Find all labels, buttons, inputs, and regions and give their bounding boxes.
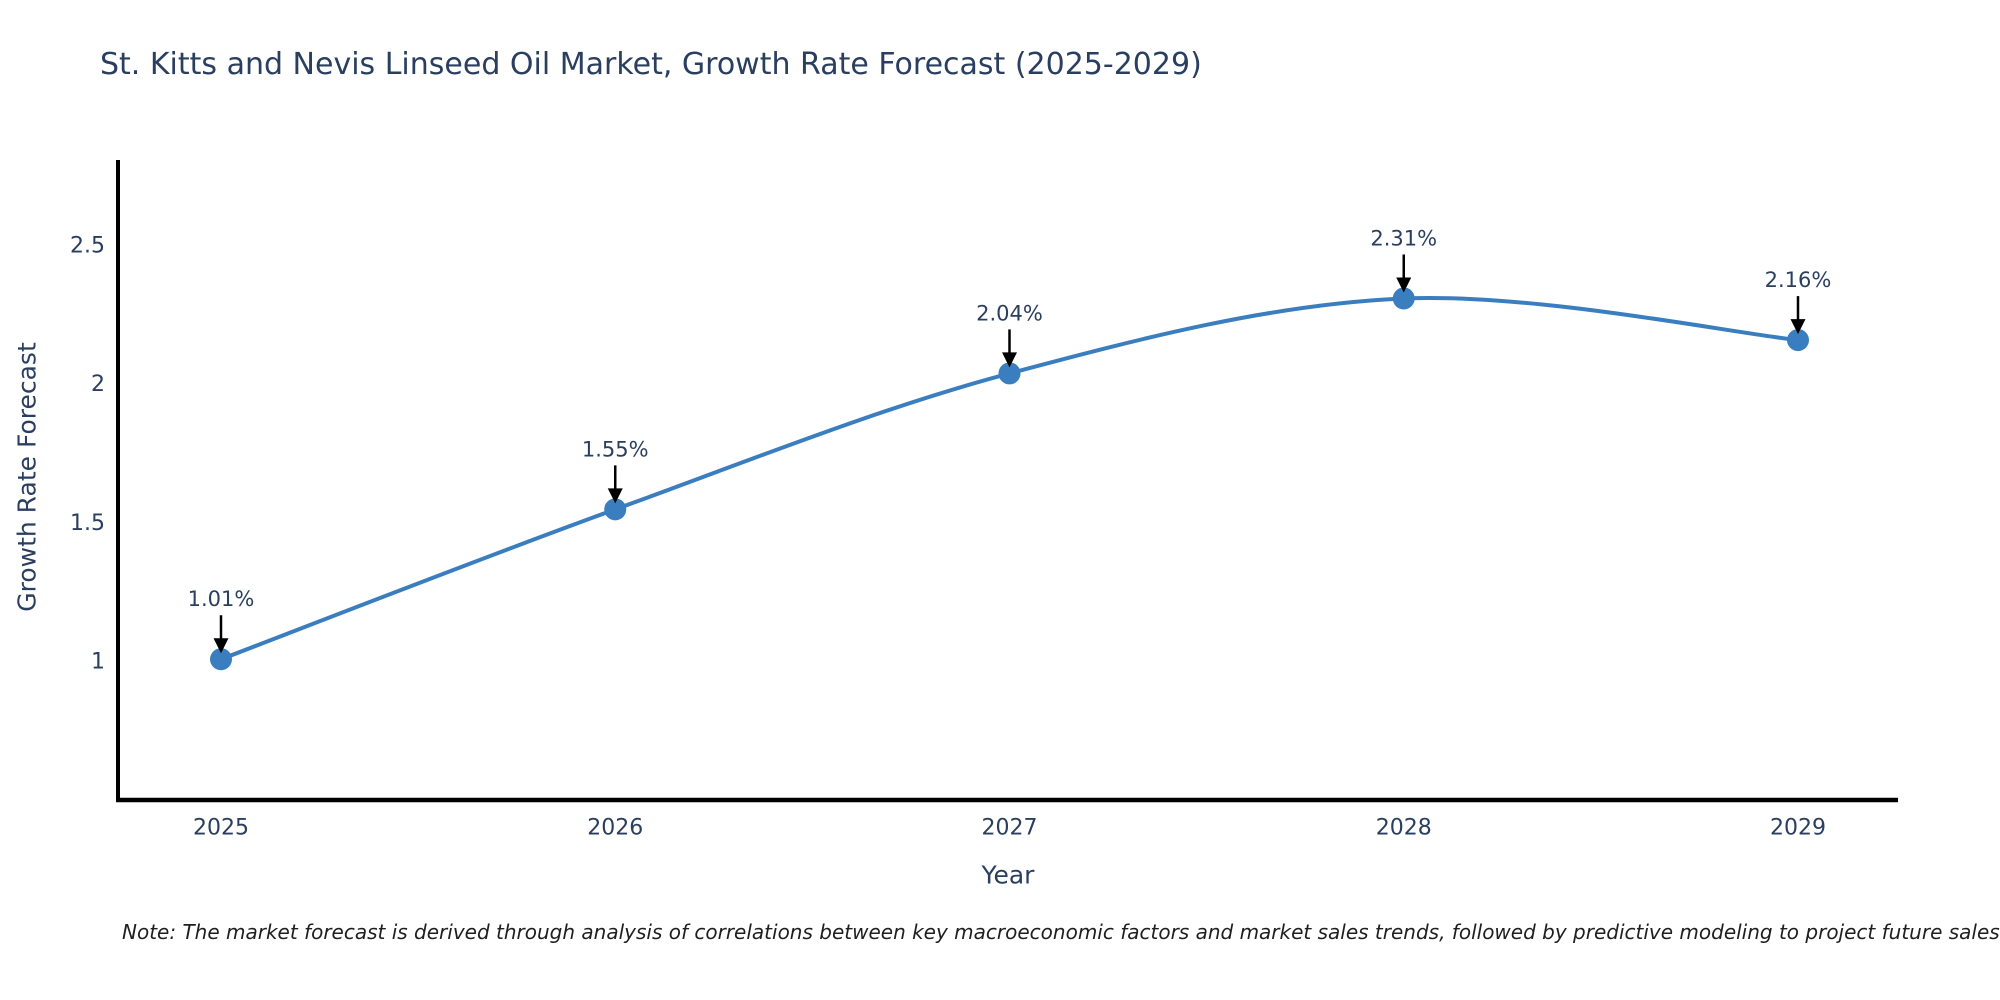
chart-title: St. Kitts and Nevis Linseed Oil Market, … — [100, 47, 1202, 82]
annotation-arrow-head — [1396, 277, 1412, 293]
data-point-marker — [210, 648, 232, 671]
y-axis-title: Growth Rate Forecast — [12, 342, 42, 612]
y-tick-label: 2 — [91, 372, 105, 397]
x-tick-label: 2027 — [982, 816, 1038, 841]
y-tick-label: 2.5 — [70, 233, 105, 258]
y-tick-label: 1.5 — [70, 511, 105, 536]
y-tick-label: 1 — [91, 650, 105, 675]
point-annotation-label: 2.16% — [1765, 268, 1832, 292]
annotation-arrow-head — [1790, 319, 1806, 335]
data-point-marker — [604, 498, 627, 521]
point-annotation-label: 2.31% — [1370, 226, 1437, 250]
point-annotation-label: 1.55% — [582, 437, 649, 461]
x-tick-label: 2025 — [193, 816, 249, 841]
point-annotation-label: 1.01% — [188, 587, 255, 611]
annotation-arrow-head — [607, 488, 623, 504]
chart-note: Note: The market forecast is derived thr… — [122, 920, 2000, 944]
annotation-arrow-head — [213, 638, 229, 654]
data-point-marker — [1787, 329, 1809, 352]
x-tick-label: 2026 — [587, 816, 643, 841]
point-annotation-label: 2.04% — [976, 301, 1043, 325]
x-axis-title: Year — [981, 860, 1035, 890]
x-tick-label: 2028 — [1376, 816, 1432, 841]
data-point-marker — [1392, 287, 1415, 310]
x-tick-label: 2029 — [1770, 816, 1826, 841]
annotation-arrow-head — [1002, 352, 1017, 368]
data-point-marker — [998, 362, 1021, 385]
